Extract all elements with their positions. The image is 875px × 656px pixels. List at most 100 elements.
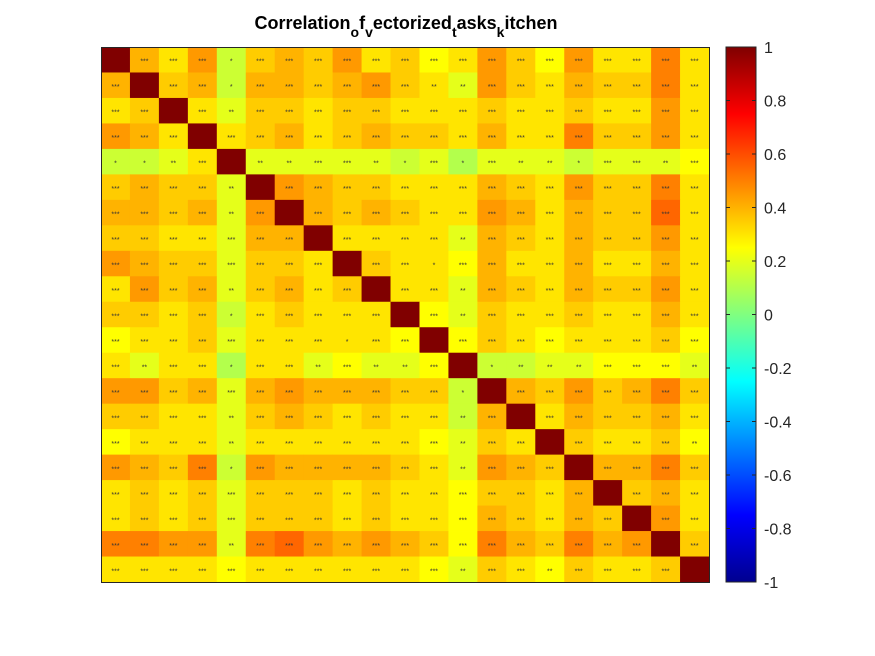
heatmap-cell [101, 47, 131, 73]
significance-label: *** [430, 186, 438, 193]
significance-label: *** [546, 492, 554, 499]
heatmap-cell [680, 72, 710, 99]
significance-label: * [404, 161, 407, 168]
heatmap-cell [101, 276, 131, 303]
heatmap-cell [477, 429, 507, 456]
heatmap-cell [593, 531, 623, 557]
significance-label: ** [460, 288, 466, 295]
significance-label: *** [285, 237, 293, 244]
heatmap-cell [216, 47, 247, 73]
heatmap-cell [622, 454, 652, 481]
heatmap-cell [361, 148, 391, 175]
significance-label: ** [229, 212, 235, 219]
significance-label: *** [430, 314, 438, 321]
significance-label: *** [372, 186, 380, 193]
significance-label: *** [517, 237, 525, 244]
title-part: v [365, 24, 373, 40]
heatmap-cell [101, 531, 131, 557]
heatmap-cell [622, 352, 652, 379]
heatmap-cell [245, 225, 276, 252]
title-part: Correlation [255, 13, 351, 33]
significance-label: * [577, 161, 580, 168]
significance-label: *** [430, 212, 438, 219]
heatmap-cell [303, 250, 334, 277]
heatmap-cell [680, 199, 710, 226]
heatmap-cell [187, 199, 218, 226]
colorbar-tick-label: -1 [764, 575, 778, 592]
heatmap-cell [535, 454, 565, 481]
significance-label: ** [373, 364, 379, 371]
significance-label: *** [690, 314, 698, 321]
heatmap-cell [593, 378, 623, 405]
significance-label: *** [343, 186, 351, 193]
heatmap-cell [361, 47, 391, 73]
significance-label: *** [198, 161, 206, 168]
significance-label: *** [488, 84, 496, 91]
heatmap-cell [187, 378, 218, 405]
heatmap-cell [390, 403, 420, 430]
significance-label: *** [517, 212, 525, 219]
significance-label: *** [488, 517, 496, 524]
heatmap-cell [622, 72, 652, 99]
heatmap-cell [390, 276, 420, 303]
significance-label: *** [256, 568, 264, 575]
significance-label: *** [546, 339, 554, 346]
heatmap-cell [129, 429, 160, 456]
significance-label: * [462, 161, 465, 168]
heatmap-cell [680, 429, 710, 456]
title-part: o [351, 24, 360, 40]
heatmap-cell [303, 225, 334, 252]
significance-label: *** [430, 288, 438, 295]
significance-label: *** [401, 339, 409, 346]
significance-label: *** [430, 237, 438, 244]
heatmap-cell [535, 276, 565, 303]
significance-label: *** [111, 110, 119, 117]
significance-label: *** [604, 186, 612, 193]
significance-label: *** [661, 237, 669, 244]
heatmap-cell [419, 352, 449, 379]
heatmap-cell [506, 174, 536, 201]
heatmap-cell [506, 301, 536, 328]
heatmap-cell [129, 556, 160, 583]
heatmap-cell [390, 174, 420, 201]
significance-label: *** [285, 186, 293, 193]
significance-label: *** [604, 237, 612, 244]
significance-label: *** [401, 59, 409, 66]
heatmap-cell [361, 378, 391, 405]
heatmap-cell [274, 531, 305, 557]
heatmap-cell [419, 556, 449, 583]
significance-label: *** [401, 441, 409, 448]
significance-label: *** [140, 568, 148, 575]
significance-label: *** [372, 492, 380, 499]
significance-label: *** [546, 212, 554, 219]
significance-label: *** [227, 517, 235, 524]
heatmap-cell [245, 199, 276, 226]
significance-label: *** [140, 237, 148, 244]
heatmap-cell [245, 480, 276, 506]
significance-label: *** [198, 466, 206, 473]
significance-label: *** [633, 263, 641, 270]
heatmap-cell [332, 301, 362, 328]
heatmap-cell [593, 47, 623, 73]
significance-label: *** [459, 212, 467, 219]
significance-label: *** [690, 161, 698, 168]
colorbar-tick-label: -0.4 [764, 415, 792, 432]
significance-label: *** [546, 135, 554, 142]
heatmap-cell [593, 123, 623, 150]
significance-label: * [230, 59, 233, 66]
heatmap-cell [303, 97, 334, 124]
heatmap-cell [593, 225, 623, 252]
significance-label: * [114, 161, 117, 168]
heatmap-cell [129, 301, 160, 328]
colorbar [725, 46, 757, 583]
significance-label: *** [198, 288, 206, 295]
significance-label: *** [111, 186, 119, 193]
significance-label: *** [661, 288, 669, 295]
heatmap-cell [187, 148, 218, 175]
heatmap-cell [564, 556, 594, 583]
heatmap-cell [419, 123, 449, 150]
significance-label: *** [488, 161, 496, 168]
significance-label: *** [314, 212, 322, 219]
heatmap-cell [332, 327, 362, 354]
heatmap-cell [448, 505, 478, 532]
